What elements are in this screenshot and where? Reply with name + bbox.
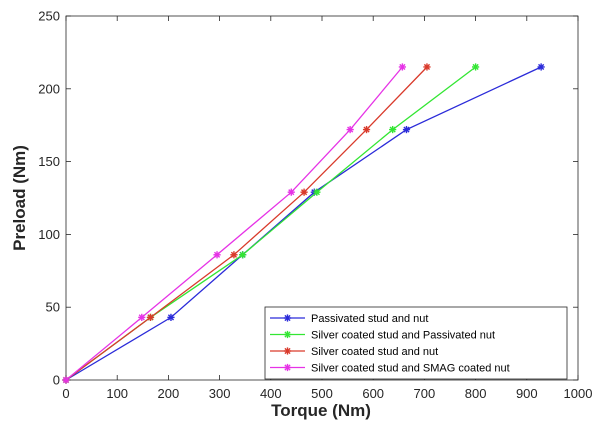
data-point-marker <box>230 251 238 259</box>
legend-label: Silver coated stud and SMAG coated nut <box>311 363 510 375</box>
legend-marker <box>283 314 292 322</box>
series-line <box>65 66 428 381</box>
data-point-marker <box>300 188 308 196</box>
legend: Passivated stud and nut Silver coated stu… <box>264 306 568 380</box>
x-tick-label: 0 <box>62 386 69 401</box>
y-tick-label: 200 <box>38 81 60 96</box>
data-point-marker <box>362 125 371 134</box>
y-tick-label: 250 <box>38 9 60 24</box>
legend-marker <box>283 363 292 372</box>
data-point-marker <box>402 125 411 134</box>
x-axis-title: Torque (Nm) <box>271 401 371 420</box>
y-tick-label: 100 <box>38 227 60 242</box>
legend-label: Passivated stud and nut <box>311 313 428 325</box>
series-line <box>65 66 542 381</box>
x-tick-label: 300 <box>209 386 231 401</box>
data-point-marker <box>138 313 146 321</box>
x-tick-label: 100 <box>106 386 128 401</box>
data-point-marker <box>239 251 247 259</box>
data-point-marker <box>213 251 221 259</box>
x-tick-label: 800 <box>465 386 487 401</box>
data-point-marker <box>389 125 397 134</box>
legend-label: Silver coated stud and Passivated nut <box>311 330 495 342</box>
y-tick-label: 0 <box>53 373 60 388</box>
data-point-marker <box>423 63 431 71</box>
legend-entry: Silver coated stud and SMAG coated nut <box>270 363 510 375</box>
y-tick-label: 150 <box>38 154 60 169</box>
x-tick-label: 900 <box>516 386 538 401</box>
data-point-marker <box>398 63 406 71</box>
series-group <box>62 63 545 384</box>
legend-entry: Passivated stud and nut <box>270 313 428 325</box>
series-3 <box>62 63 431 384</box>
y-axis-title: Preload (Nm) <box>10 145 29 251</box>
data-point-marker <box>346 125 354 134</box>
x-tick-label: 500 <box>311 386 333 401</box>
data-point-marker <box>167 313 175 321</box>
legend-marker <box>283 347 292 355</box>
data-point-marker <box>62 376 70 384</box>
legend-marker <box>283 330 292 339</box>
legend-box <box>264 306 568 380</box>
x-tick-label: 700 <box>414 386 436 401</box>
series-line <box>65 66 403 381</box>
data-point-marker <box>313 188 321 196</box>
legend-entry: Silver coated stud and nut <box>270 346 438 358</box>
x-tick-label: 1000 <box>564 386 593 401</box>
data-point-marker <box>146 313 155 321</box>
data-point-marker <box>287 188 295 196</box>
legend-label: Silver coated stud and nut <box>311 346 438 358</box>
data-point-marker <box>472 63 480 71</box>
data-point-marker <box>537 63 545 71</box>
series-4 <box>62 63 406 384</box>
x-tick-label: 400 <box>260 386 282 401</box>
y-tick-label: 50 <box>46 300 60 315</box>
x-tick-label: 200 <box>158 386 180 401</box>
x-tick-label: 600 <box>362 386 384 401</box>
legend-entry: Silver coated stud and Passivated nut <box>270 330 495 342</box>
